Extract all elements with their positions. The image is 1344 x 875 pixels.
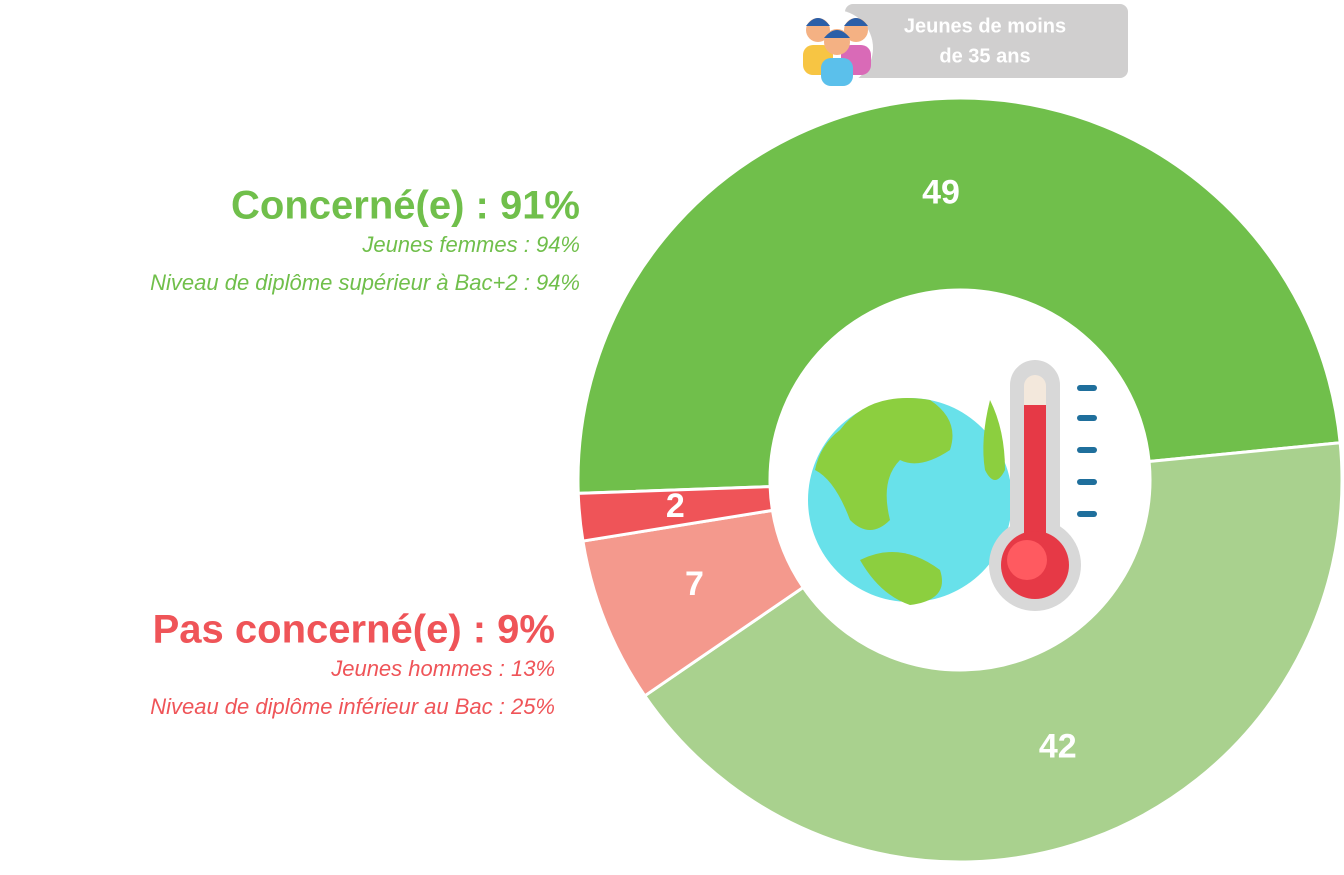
badge-text: de 35 ans — [939, 45, 1030, 67]
people-icon — [797, 10, 873, 86]
group-title: Concerné(e) : 91% — [231, 184, 580, 228]
value-label: 42 — [1039, 728, 1077, 766]
value-label: 7 — [685, 565, 704, 603]
badge-box — [845, 4, 1128, 78]
group-title: Pas concerné(e) : 9% — [153, 608, 555, 652]
group-detail: Jeunes femmes : 94% — [361, 232, 580, 257]
badge-text: Jeunes de moins — [904, 15, 1066, 37]
value-label: 2 — [666, 487, 685, 525]
value-label: 49 — [922, 174, 960, 212]
group-detail: Niveau de diplôme supérieur à Bac+2 : 94… — [150, 270, 580, 295]
group-detail: Niveau de diplôme inférieur au Bac : 25% — [150, 694, 555, 719]
group-detail: Jeunes hommes : 13% — [330, 656, 555, 681]
climate-icon — [808, 360, 1097, 611]
